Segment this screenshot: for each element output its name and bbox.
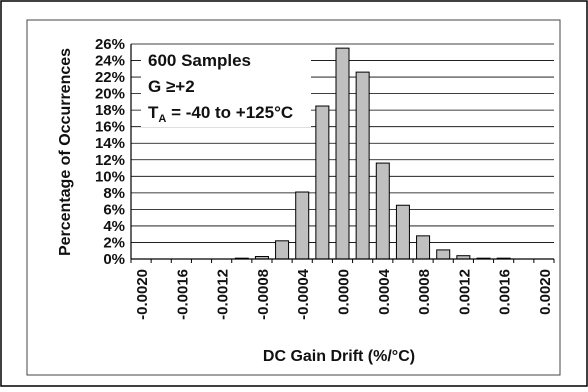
y-tick-label-2: 4% bbox=[103, 218, 125, 235]
bar--0.0002 bbox=[315, 105, 330, 260]
y-tick-label-7: 14% bbox=[95, 135, 125, 152]
bar-0.0004 bbox=[375, 162, 390, 260]
axes bbox=[130, 44, 555, 263]
x-tick-label-1: -0.0016 bbox=[174, 269, 191, 320]
x-tick-label-5: 0.0000 bbox=[336, 269, 353, 315]
inner-border bbox=[26, 19, 561, 376]
x-tick-label-4: -0.0004 bbox=[295, 268, 312, 320]
bar-0.0010 bbox=[436, 249, 451, 260]
y-tick-label-12: 24% bbox=[95, 53, 125, 70]
bar-0.0008 bbox=[416, 235, 431, 260]
x-tick-label-9: 0.0016 bbox=[497, 269, 514, 315]
bar--0.0006 bbox=[275, 240, 290, 260]
y-tick-label-1: 2% bbox=[103, 234, 125, 251]
y-axis-title: Percentage of Occurrences bbox=[57, 48, 74, 256]
annotation-gain: G ≥+2 bbox=[148, 77, 195, 96]
x-tick-label-6: 0.0004 bbox=[376, 268, 393, 315]
y-tick-label-3: 6% bbox=[103, 201, 125, 218]
y-tick-label-4: 8% bbox=[103, 185, 125, 202]
x-tick-label-10: 0.0020 bbox=[537, 269, 554, 315]
annotation-temp-range: = -40 to +125°C bbox=[166, 103, 293, 122]
x-tick-labels: -0.0020 -0.0016 -0.0012 -0.0008 -0.0004 0.000… bbox=[134, 268, 554, 320]
x-tick-label-2: -0.0012 bbox=[215, 269, 232, 320]
bar-0.0000 bbox=[335, 47, 350, 260]
x-tick-label-0: -0.0020 bbox=[134, 269, 151, 320]
x-tick-label-3: -0.0008 bbox=[255, 269, 272, 320]
annotation-box-bg bbox=[141, 45, 311, 127]
bar-0.0002 bbox=[355, 71, 370, 260]
y-tick-label-10: 20% bbox=[95, 86, 125, 103]
annotation-temp-symbol: T bbox=[148, 103, 159, 122]
y-tick-label-5: 10% bbox=[95, 168, 125, 185]
y-tick-label-11: 22% bbox=[95, 69, 125, 86]
y-tick-label-8: 16% bbox=[95, 119, 125, 136]
bar-0.0006 bbox=[395, 204, 410, 260]
annotation-temp-subscript: A bbox=[158, 113, 166, 125]
y-tick-label-13: 26% bbox=[95, 36, 125, 53]
y-tick-labels: 0%2%4%6%8%10%12%14%16%18%20%22%24%26% bbox=[95, 36, 125, 268]
annotation-samples: 600 Samples bbox=[148, 51, 251, 70]
y-tick-label-6: 12% bbox=[95, 152, 125, 169]
bar--0.0004 bbox=[295, 191, 310, 260]
x-tick-label-8: 0.0012 bbox=[456, 269, 473, 315]
y-tick-label-0: 0% bbox=[103, 251, 125, 268]
x-axis-title: DC Gain Drift (%/°C) bbox=[263, 348, 415, 365]
x-tick-label-7: 0.0008 bbox=[416, 269, 433, 315]
annotation-temperature: TA = -40 to +125°C bbox=[148, 103, 293, 125]
y-tick-label-9: 18% bbox=[95, 102, 125, 119]
